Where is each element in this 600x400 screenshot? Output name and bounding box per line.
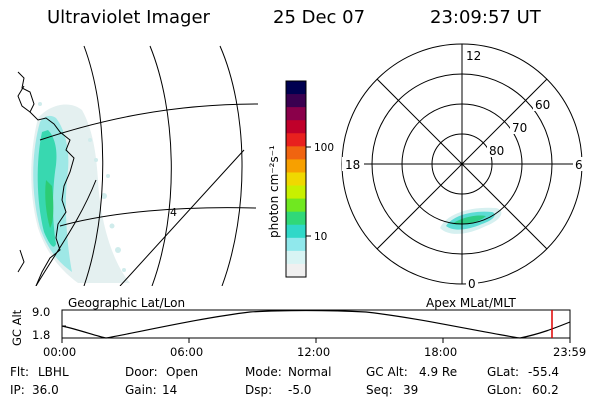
colorbar-label-10: 10 — [314, 231, 327, 243]
polar-diagonal-2 — [376, 78, 548, 250]
geographic-map — [17, 45, 259, 286]
mlt-label-18: 18 — [345, 158, 360, 172]
colorbar-segment — [286, 146, 306, 160]
timeline-ticks — [61, 338, 571, 343]
polar-label-bg-18 — [342, 157, 364, 171]
colorbar-segment — [286, 172, 306, 187]
timeline-axis-title: GC Alt — [10, 309, 24, 346]
polar-label-bg-70 — [510, 120, 532, 134]
status-door-value: Open — [166, 365, 199, 379]
status-gain-label: Gain: — [125, 383, 157, 397]
polar-label-bg-12 — [464, 48, 480, 62]
colorbar-segment — [286, 133, 306, 147]
mlt-label-6: 6 — [575, 158, 583, 172]
polar-plot — [341, 43, 583, 285]
status-ip-value: 36.0 — [32, 383, 59, 397]
timeline-xtick-0600: 06:00 — [170, 345, 204, 359]
timeline-plot — [61, 309, 571, 343]
colorbar-unit-label: photon cm⁻²s⁻¹ — [267, 145, 281, 238]
colorbar-segment — [286, 159, 306, 174]
status-glon-label: GLon: — [487, 383, 522, 397]
altitude-curve — [61, 309, 571, 339]
mlat-label-60: 60 — [535, 98, 550, 112]
status-seq-label: Seq: — [366, 383, 393, 397]
colorbar-segment — [286, 94, 306, 108]
status-gcalt-label: GC Alt: — [366, 365, 408, 379]
aurora-peak — [45, 180, 54, 228]
date-label: 25 Dec 07 — [273, 7, 366, 28]
colorbar-segment — [286, 107, 306, 121]
timeline-xtick-1200: 12:00 — [297, 345, 331, 359]
status-flt-value: LBHL — [38, 365, 69, 379]
polar-plot-title: Apex MLat/MLT — [426, 296, 516, 310]
status-mode-label: Mode: — [245, 365, 282, 379]
status-door-label: Door: — [125, 365, 158, 379]
colorbar-segment — [286, 211, 306, 226]
time-label: 23:09:57 UT — [430, 7, 541, 28]
geo-map-title: Geographic Lat/Lon — [68, 296, 186, 310]
timeline-xtick-0000: 00:00 — [43, 345, 77, 359]
status-mode-value: Normal — [288, 365, 332, 379]
colorbar-segment — [286, 120, 306, 134]
status-gain-value: 14 — [162, 383, 178, 397]
colorbar-segment — [286, 198, 306, 213]
polar-aurora-core — [452, 215, 486, 225]
timeline-ytick-min: 1.8 — [32, 328, 51, 342]
colorbar — [286, 81, 306, 278]
colorbar-frame — [285, 80, 307, 278]
colorbar-segment — [286, 237, 306, 252]
aurora-speckles — [38, 102, 126, 272]
status-ip-label: IP: — [10, 383, 25, 397]
colorbar-segment — [286, 81, 306, 95]
timeline-xtick-1800: 18:00 — [424, 345, 458, 359]
polar-label-bg-6 — [573, 157, 585, 171]
colorbar-segment — [286, 263, 306, 278]
status-flt-label: Flt: — [10, 365, 29, 379]
status-gcalt-value: 4.9 Re — [419, 365, 458, 379]
colorbar-segment — [286, 224, 306, 239]
mlat-label-80: 80 — [489, 144, 504, 158]
status-glon-value: 60.2 — [532, 383, 559, 397]
status-glat-value: -55.4 — [528, 365, 560, 379]
mlat-label-70: 70 — [512, 121, 527, 135]
status-dsp-value: -5.0 — [288, 383, 312, 397]
status-seq-value: 39 — [403, 383, 419, 397]
polar-label-bg-0 — [466, 276, 478, 289]
status-dsp-label: Dsp: — [245, 383, 273, 397]
status-glat-label: GLat: — [487, 365, 520, 379]
timeline-ytick-max: 9.0 — [32, 305, 51, 319]
polar-label-bg-80 — [487, 143, 509, 157]
mlt-label-12: 12 — [466, 49, 481, 63]
geo-grid-label: 4 — [170, 206, 177, 219]
colorbar-label-100: 100 — [314, 142, 334, 154]
timeline-xtick-2359: 23:59 — [553, 345, 587, 359]
mlt-label-0: 0 — [468, 277, 476, 291]
colorbar-segment — [286, 250, 306, 265]
instrument-title: Ultraviolet Imager — [47, 7, 210, 28]
polar-label-bg-60 — [533, 97, 555, 111]
colorbar-segment — [286, 185, 306, 200]
